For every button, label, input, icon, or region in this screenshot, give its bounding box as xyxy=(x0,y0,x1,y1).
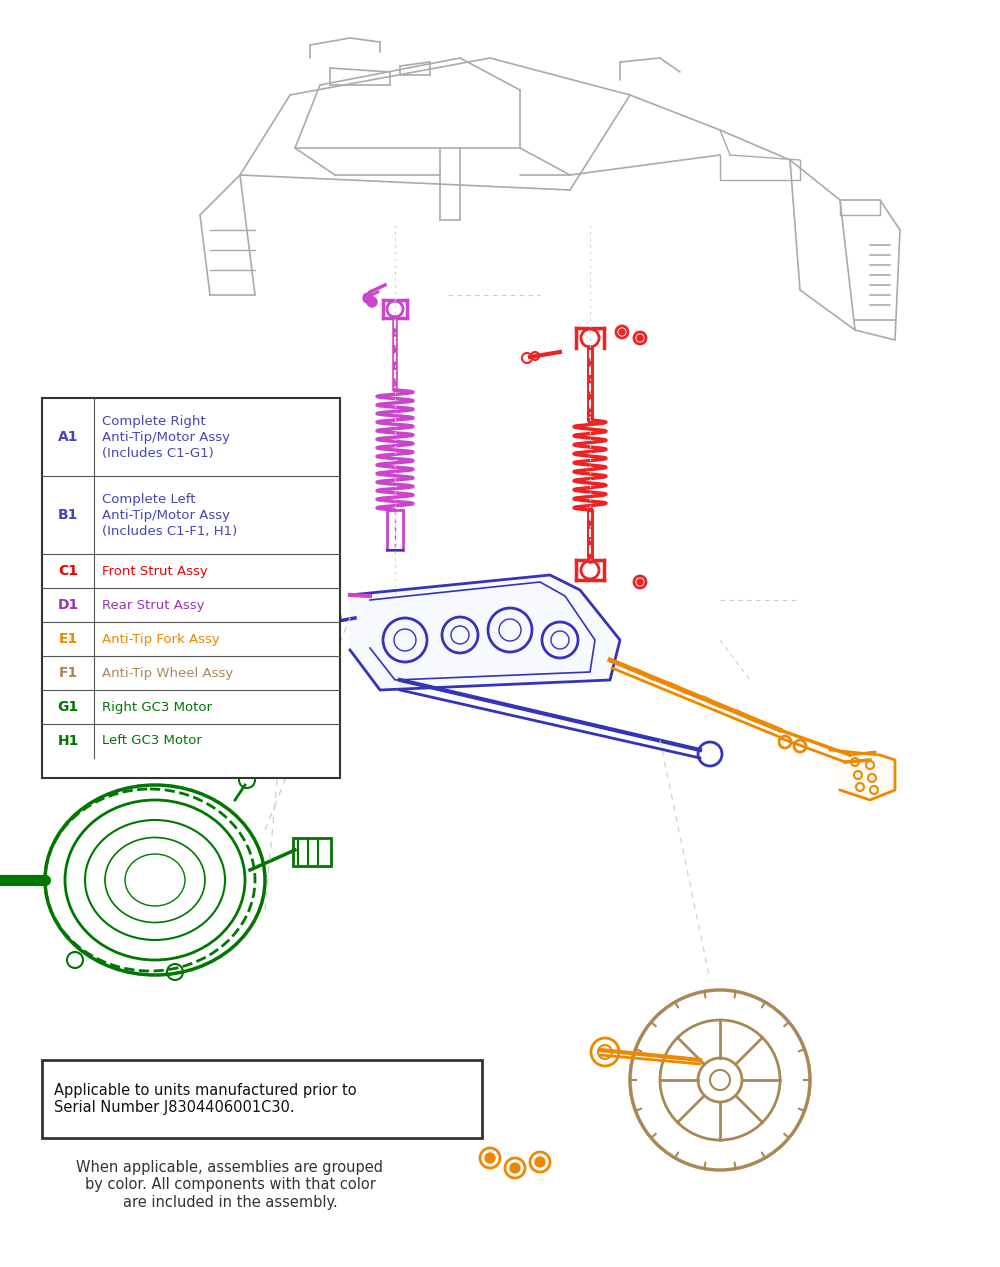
Polygon shape xyxy=(830,750,895,799)
Circle shape xyxy=(485,1153,495,1163)
Circle shape xyxy=(367,296,377,307)
Bar xyxy=(42,398,340,778)
Text: A1: A1 xyxy=(58,430,78,443)
Text: F1: F1 xyxy=(58,666,78,680)
Circle shape xyxy=(637,334,643,341)
Circle shape xyxy=(510,1163,520,1173)
Text: D1: D1 xyxy=(57,598,79,612)
Circle shape xyxy=(325,613,335,623)
Text: Anti-Tip Fork Assy: Anti-Tip Fork Assy xyxy=(102,632,220,645)
Text: Right GC3 Motor: Right GC3 Motor xyxy=(102,701,212,713)
Text: Applicable to units manufactured prior to
Serial Number J8304406001C30.: Applicable to units manufactured prior t… xyxy=(54,1083,357,1115)
Text: B1: B1 xyxy=(58,508,78,522)
Polygon shape xyxy=(350,575,620,691)
Text: Front Strut Assy: Front Strut Assy xyxy=(102,565,208,578)
Text: G1: G1 xyxy=(57,699,79,715)
Circle shape xyxy=(306,655,314,661)
Text: Left GC3 Motor: Left GC3 Motor xyxy=(102,735,202,748)
Circle shape xyxy=(318,661,326,669)
Circle shape xyxy=(535,1157,545,1167)
Circle shape xyxy=(619,329,625,334)
Bar xyxy=(42,1060,482,1138)
Text: H1: H1 xyxy=(57,734,79,748)
Text: Complete Right
Anti-Tip/Motor Assy
(Includes C1-G1): Complete Right Anti-Tip/Motor Assy (Incl… xyxy=(102,414,230,460)
Circle shape xyxy=(363,293,373,303)
Text: Complete Left
Anti-Tip/Motor Assy
(Includes C1-F1, H1): Complete Left Anti-Tip/Motor Assy (Inclu… xyxy=(102,493,237,537)
Text: When applicable, assemblies are grouped
by color. All components with that color: When applicable, assemblies are grouped … xyxy=(76,1161,384,1210)
Text: E1: E1 xyxy=(58,632,78,646)
Bar xyxy=(293,837,331,867)
Text: Rear Strut Assy: Rear Strut Assy xyxy=(102,598,205,612)
Circle shape xyxy=(637,579,643,585)
Text: C1: C1 xyxy=(58,564,78,578)
Text: Anti-Tip Wheel Assy: Anti-Tip Wheel Assy xyxy=(102,666,233,679)
